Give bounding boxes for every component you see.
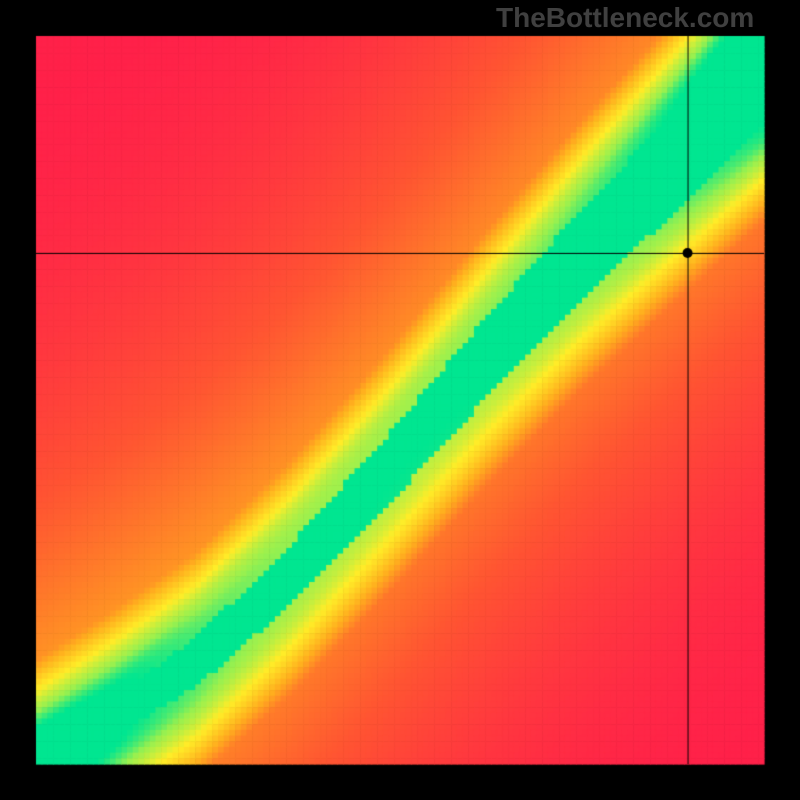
bottleneck-heatmap-canvas bbox=[0, 0, 800, 800]
watermark-text: TheBottleneck.com bbox=[496, 2, 754, 34]
chart-container: TheBottleneck.com bbox=[0, 0, 800, 800]
